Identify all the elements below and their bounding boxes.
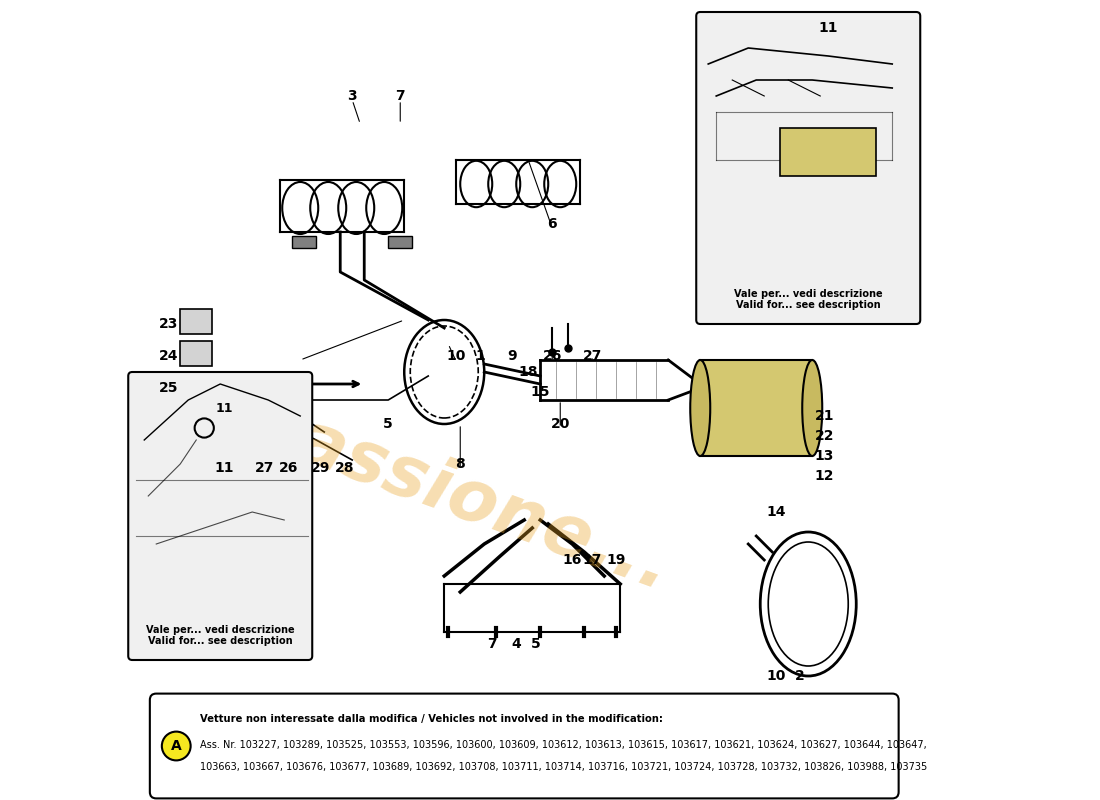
- Text: 27: 27: [254, 461, 274, 475]
- Bar: [180, 341, 212, 366]
- Text: Vale per... vedi descrizione
Valid for... see description: Vale per... vedi descrizione Valid for..…: [734, 289, 882, 310]
- Ellipse shape: [802, 360, 822, 456]
- Text: 25: 25: [158, 381, 178, 395]
- Text: 11: 11: [216, 402, 233, 414]
- Text: 22: 22: [814, 429, 834, 443]
- Bar: [293, 236, 316, 248]
- Text: 3: 3: [348, 89, 358, 103]
- Text: 29: 29: [310, 461, 330, 475]
- Text: 24: 24: [158, 349, 178, 363]
- Text: 13: 13: [815, 449, 834, 463]
- Text: 7: 7: [487, 637, 497, 651]
- Text: 16: 16: [562, 553, 582, 567]
- Text: 5: 5: [384, 417, 393, 431]
- FancyBboxPatch shape: [696, 12, 921, 324]
- Text: 5: 5: [531, 637, 541, 651]
- Text: 26: 26: [542, 349, 562, 363]
- Ellipse shape: [690, 360, 711, 456]
- Bar: [180, 309, 212, 334]
- Text: 18: 18: [518, 365, 538, 379]
- Text: Vale per... vedi descrizione
Valid for... see description: Vale per... vedi descrizione Valid for..…: [146, 625, 295, 646]
- Text: A: A: [170, 739, 182, 753]
- Circle shape: [162, 731, 190, 760]
- FancyBboxPatch shape: [150, 694, 899, 798]
- Text: 11: 11: [214, 461, 234, 475]
- Text: 19: 19: [606, 553, 626, 567]
- Text: 27: 27: [583, 349, 602, 363]
- Text: 17: 17: [583, 553, 602, 567]
- Text: Vetture non interessate dalla modifica / Vehicles not involved in the modificati: Vetture non interessate dalla modifica /…: [200, 714, 663, 725]
- Text: 23: 23: [158, 317, 178, 331]
- FancyBboxPatch shape: [129, 372, 312, 660]
- Text: 21: 21: [814, 409, 834, 423]
- Text: 7: 7: [395, 89, 405, 103]
- Bar: [701, 360, 812, 456]
- Text: passione...: passione...: [240, 388, 681, 604]
- Text: 2: 2: [795, 669, 805, 683]
- Text: 14: 14: [767, 505, 786, 519]
- Text: 8: 8: [455, 457, 465, 471]
- Text: 28: 28: [334, 461, 354, 475]
- Text: 20: 20: [551, 417, 570, 431]
- Text: 15: 15: [530, 385, 550, 399]
- Text: 10: 10: [447, 349, 466, 363]
- Text: 6: 6: [548, 217, 557, 231]
- Text: 4: 4: [512, 637, 521, 651]
- Text: 10: 10: [767, 669, 785, 683]
- Bar: [780, 128, 877, 176]
- Text: 12: 12: [814, 469, 834, 483]
- Text: 26: 26: [278, 461, 298, 475]
- Text: 103663, 103667, 103676, 103677, 103689, 103692, 103708, 103711, 103714, 103716, : 103663, 103667, 103676, 103677, 103689, …: [200, 762, 927, 773]
- Text: 9: 9: [507, 349, 517, 363]
- Text: 1: 1: [475, 349, 485, 363]
- Bar: [180, 373, 212, 398]
- Text: Ass. Nr. 103227, 103289, 103525, 103553, 103596, 103600, 103609, 103612, 103613,: Ass. Nr. 103227, 103289, 103525, 103553,…: [200, 740, 927, 750]
- Text: 11: 11: [818, 21, 838, 35]
- Bar: [388, 236, 412, 248]
